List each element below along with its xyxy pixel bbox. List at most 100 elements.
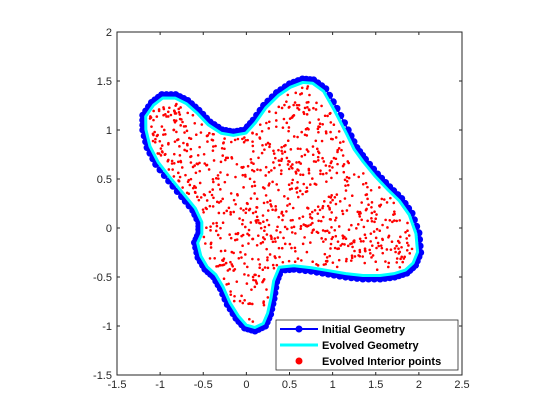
interior-point (251, 320, 255, 323)
interior-point (250, 302, 254, 306)
interior-point (240, 294, 243, 298)
interior-point (281, 260, 285, 264)
interior-point (151, 132, 155, 136)
interior-point (330, 194, 333, 197)
interior-point (189, 161, 193, 164)
interior-point (253, 184, 257, 188)
interior-point (287, 126, 291, 129)
interior-point (275, 229, 278, 232)
interior-point (208, 131, 211, 135)
interior-point (230, 140, 233, 144)
interior-point (325, 256, 329, 259)
interior-point (232, 299, 236, 303)
interior-point (279, 172, 283, 176)
interior-point (310, 231, 314, 234)
interior-point (151, 139, 155, 143)
interior-point (212, 180, 215, 184)
interior-point (399, 257, 402, 261)
interior-point (294, 187, 298, 190)
interior-point (171, 168, 174, 171)
interior-point (274, 205, 277, 208)
interior-point (222, 277, 226, 280)
interior-point (277, 159, 281, 162)
interior-point (212, 196, 215, 200)
interior-point (370, 205, 373, 209)
interior-point (262, 279, 265, 283)
interior-point (358, 248, 362, 252)
interior-point (290, 226, 293, 229)
interior-point (280, 149, 283, 153)
interior-point (239, 207, 243, 210)
interior-point (342, 170, 346, 174)
interior-point (177, 107, 181, 111)
interior-point (252, 278, 255, 282)
interior-point (209, 246, 213, 249)
interior-point (176, 171, 180, 175)
interior-point (174, 112, 178, 115)
interior-point (261, 214, 265, 217)
interior-point (369, 240, 372, 243)
interior-point (357, 175, 361, 179)
interior-point (329, 201, 332, 204)
interior-point (290, 246, 293, 250)
interior-point (350, 254, 354, 258)
interior-point (149, 115, 152, 118)
interior-point (241, 233, 245, 237)
interior-point (162, 113, 165, 117)
interior-point (210, 193, 214, 197)
interior-point (270, 235, 273, 239)
interior-point (397, 252, 401, 255)
interior-point (362, 225, 366, 229)
interior-point (265, 233, 269, 236)
interior-point (345, 257, 348, 261)
interior-point (307, 100, 310, 104)
interior-point (371, 254, 375, 257)
interior-point (186, 111, 190, 115)
interior-point (275, 119, 278, 122)
interior-point (374, 260, 378, 263)
interior-point (232, 210, 236, 214)
interior-point (322, 160, 326, 163)
interior-point (362, 240, 365, 243)
interior-point (328, 169, 332, 172)
interior-point (299, 224, 303, 228)
interior-point (380, 246, 384, 250)
interior-point (346, 160, 350, 163)
interior-point (229, 236, 233, 240)
interior-point (321, 204, 325, 208)
y-tick-label: -1 (102, 321, 112, 333)
interior-point (405, 237, 408, 240)
interior-point (317, 118, 320, 121)
interior-point (353, 255, 357, 258)
interior-point (177, 179, 181, 183)
interior-point (266, 296, 270, 299)
interior-point (301, 215, 305, 218)
interior-point (311, 229, 315, 232)
interior-point (285, 227, 289, 231)
interior-point (287, 167, 291, 171)
interior-point (234, 202, 237, 206)
interior-point (369, 252, 372, 255)
interior-point (241, 137, 244, 141)
interior-point (266, 266, 270, 270)
interior-point (176, 160, 180, 164)
legend-initial-label: Initial Geometry (322, 324, 406, 336)
interior-point (191, 186, 195, 190)
interior-point (328, 254, 332, 258)
interior-point (216, 174, 220, 177)
interior-point (369, 232, 373, 235)
interior-point (380, 197, 384, 201)
interior-point (337, 147, 341, 150)
interior-point (358, 215, 362, 218)
interior-point (305, 87, 309, 90)
interior-point (331, 198, 334, 202)
interior-point (381, 223, 384, 227)
interior-point (358, 254, 362, 258)
interior-point (236, 193, 239, 197)
interior-point (259, 226, 263, 230)
interior-point (247, 228, 251, 232)
interior-point (340, 148, 343, 152)
interior-point (347, 228, 351, 231)
interior-point (243, 173, 247, 177)
interior-point (282, 117, 286, 121)
